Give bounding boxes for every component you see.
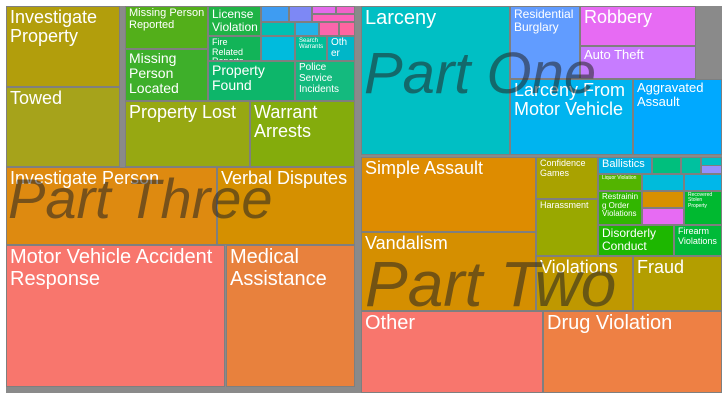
tile-part-three-unlabeled-22 (261, 36, 295, 61)
tile-label: Towed (10, 88, 63, 108)
tile-label: Medical Assistance (230, 246, 327, 290)
tile-label: Auto Theft (584, 47, 644, 62)
tile-part-three-unlabeled-17 (261, 6, 289, 22)
tile-part-three-property-lost: Property Lost (125, 101, 250, 167)
tile-part-one-auto-theft: Auto Theft (580, 46, 696, 79)
tile-label: Investigate Property (10, 7, 98, 47)
tile-part-one-robbery: Robbery (580, 6, 696, 46)
tile-label: Missing Person Reported (129, 7, 205, 31)
tile-part-three-search-warrants: Search Warrants (295, 36, 327, 61)
tile-label: Fraud (637, 257, 685, 277)
tile-part-two-ballistics: Ballistics (598, 157, 652, 174)
tile-label: Aggravated Assault (637, 80, 704, 110)
tile-label: Other (331, 37, 348, 59)
tile-label: Vandalism (365, 233, 448, 253)
tile-part-two-unlabeled-18 (684, 174, 722, 191)
tile-label: Simple Assault (365, 158, 484, 178)
tile-part-three-investigate-person: Investigate Person (6, 167, 217, 245)
tile-label: Fire Related Reports (212, 37, 244, 60)
tile-part-two-harassment: Harassment (536, 199, 598, 256)
tile-label: Disorderly Conduct (602, 226, 657, 253)
tile-part-two-violations: Violations (536, 256, 633, 311)
tile-part-two-unlabeled-19 (701, 165, 722, 174)
tile-part-two-unlabeled-20 (642, 191, 684, 208)
tile-label: License Violation (212, 7, 258, 34)
tile-label: Robbery (584, 7, 653, 27)
tile-part-one-larceny: Larceny (361, 6, 510, 155)
tile-part-three-unlabeled-16 (261, 22, 295, 36)
tile-part-three-towed: Towed (6, 87, 120, 167)
tile-part-two-unlabeled-14 (652, 157, 681, 174)
tile-part-two-unlabeled-21 (642, 208, 684, 225)
tile-label: Recovered Stolen Property (688, 192, 713, 209)
tile-part-three-investigate-property: Investigate Property (6, 6, 120, 87)
tile-label: Motor Vehicle Accident Response (10, 246, 213, 290)
tile-part-two-restraining-order-violations: Restraining Order Violations (598, 191, 642, 225)
tile-part-two-recovered-stolen-property: Recovered Stolen Property (684, 191, 722, 225)
tile-part-three-unlabeled-20 (336, 6, 355, 14)
tile-part-three-license-violation: License Violation (208, 6, 261, 36)
tile-part-three-missing-person-reported: Missing Person Reported (125, 6, 208, 49)
tile-part-two-firearm-violations: Firearm Violations (674, 225, 722, 256)
tile-part-two-confidence-games: Confidence Games (536, 157, 598, 199)
tile-part-three-medical-assistance: Medical Assistance (226, 245, 355, 387)
tile-part-three-warrant-arrests: Warrant Arrests (250, 101, 355, 167)
tile-label: Ballistics (602, 158, 645, 170)
tile-label: Warrant Arrests (254, 102, 318, 142)
tile-part-two-liquor-violation: Liquor Violation (598, 174, 642, 191)
tile-label: Larceny From Motor Vehicle (514, 80, 626, 120)
tile-part-one-aggravated-assault: Aggravated Assault (633, 79, 722, 155)
tile-part-three-motor-vehicle-accident-response: Motor Vehicle Accident Response (6, 245, 225, 387)
tile-part-three-missing-person-located: Missing Person Located (125, 49, 208, 101)
tile-label: Property Lost (129, 102, 237, 122)
tile-part-two-drug-violation: Drug Violation (543, 311, 722, 393)
tile-part-three-police-service-incidents: Police Service Incidents (295, 61, 355, 101)
tile-part-two-simple-assault: Simple Assault (361, 157, 536, 232)
tile-part-two-other: Other (361, 311, 543, 393)
tile-label: Search Warrants (299, 38, 324, 51)
tile-label: Confidence Games (540, 158, 586, 178)
tile-part-two-unlabeled-15 (681, 157, 701, 174)
tile-part-three-other: Other (327, 36, 355, 61)
tile-label: Larceny (365, 7, 437, 29)
tile-part-one-larceny-from-motor-vehicle: Larceny From Motor Vehicle (510, 79, 633, 155)
tile-part-three-unlabeled-19 (312, 6, 336, 14)
tile-label: Police Service Incidents (299, 62, 340, 95)
tile-part-three-unlabeled-21 (312, 14, 355, 22)
tile-label: Other (365, 312, 416, 334)
tile-label: Residential Burglary (514, 7, 574, 34)
tile-part-three-property-found: Property Found (208, 61, 295, 101)
tile-label: Missing Person Located (129, 50, 179, 97)
tile-label: Verbal Disputes (221, 168, 348, 188)
tile-part-three-unlabeled-23 (295, 22, 319, 36)
tile-label: Investigate Person (10, 168, 160, 188)
tile-part-two-fraud: Fraud (633, 256, 722, 311)
tile-part-three-unlabeled-24 (319, 22, 339, 36)
tile-part-two-disorderly-conduct: Disorderly Conduct (598, 225, 674, 256)
tile-label: Drug Violation (547, 312, 673, 334)
tile-part-one-residential-burglary: Residential Burglary (510, 6, 580, 79)
tile-label: Property Found (212, 62, 265, 94)
tile-part-three-verbal-disputes: Verbal Disputes (217, 167, 355, 245)
tile-part-three-fire-related-reports: Fire Related Reports (208, 36, 261, 61)
tile-label: Firearm Violations (678, 226, 717, 246)
tile-label: Liquor Violation (602, 175, 637, 181)
tile-label: Restraining Order Violations (602, 192, 639, 219)
tile-label: Violations (540, 257, 618, 277)
tile-label: Harassment (540, 200, 589, 210)
tile-part-three-unlabeled-25 (339, 22, 355, 36)
tile-part-three-unlabeled-18 (289, 6, 312, 22)
tile-part-two-unlabeled-17 (642, 174, 684, 191)
tile-part-two-vandalism: Vandalism (361, 232, 536, 311)
